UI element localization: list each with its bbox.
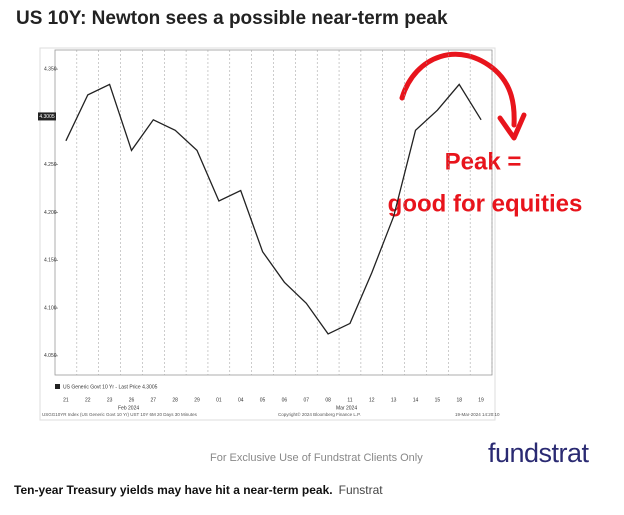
caption-source: Funstrat — [338, 483, 383, 497]
annotation: good for equities — [388, 190, 583, 217]
x-tick-label: 23 — [107, 397, 113, 403]
notice: For Exclusive Use of Fundstrat Clients O… — [210, 452, 423, 464]
chart-frame — [39, 47, 496, 421]
chart-title: US 10Y: Newton sees a possible near-term… — [16, 8, 448, 29]
x-tick-label: 11 — [347, 397, 352, 403]
y-tick-label: 4.150 — [44, 258, 57, 264]
y-tick-label: 4.050 — [44, 353, 57, 359]
month-label: Feb 2024 — [118, 405, 139, 411]
y-tick-label: 4.250 — [44, 162, 57, 168]
x-tick-label: 27 — [151, 397, 157, 403]
x-tick-label: 19 — [478, 397, 484, 403]
caption: Ten-year Treasury yields may have hit a … — [14, 483, 383, 497]
x-tick-label: 18 — [456, 397, 462, 403]
last-price-box — [38, 112, 56, 121]
x-tick-label: 08 — [325, 397, 331, 403]
legend-label: US Generic Govt 10 Yr - Last Price 4.300… — [63, 384, 158, 390]
x-tick-label: 22 — [85, 397, 91, 403]
arrow-head — [497, 112, 527, 141]
footer-note: Copyright© 2024 Bloomberg Finance L.P. — [278, 411, 361, 417]
price-line — [65, 83, 482, 335]
x-tick-label: 29 — [194, 397, 200, 403]
peak-arc — [399, 51, 517, 128]
y-tick-label: 4.200 — [44, 210, 57, 216]
last-price-label: 4.3005 — [39, 114, 55, 120]
chart: Peak = good for equities US Generic Govt… — [38, 47, 583, 421]
month-label: Mar 2024 — [336, 405, 357, 411]
x-tick-label: 04 — [238, 397, 244, 403]
y-tick-label: 4.350 — [44, 66, 57, 72]
caption-text: Ten-year Treasury yields may have hit a … — [14, 483, 333, 497]
logo: fundstrat — [488, 438, 589, 468]
y-tick-label: 4.100 — [44, 305, 57, 311]
x-tick-label: 05 — [260, 397, 266, 403]
x-tick-label: 01 — [216, 397, 222, 403]
footer-note: 19-Mar-2024 14:20:10 — [455, 412, 500, 417]
x-tick-label: 13 — [391, 397, 397, 403]
x-tick-label: 07 — [303, 397, 309, 403]
legend-swatch — [55, 384, 60, 389]
annotation: Peak = — [445, 148, 522, 175]
x-tick-label: 15 — [435, 397, 441, 403]
x-tick-label: 12 — [369, 397, 375, 403]
x-tick-label: 06 — [282, 397, 288, 403]
x-tick-label: 21 — [63, 397, 69, 403]
footer-note: USGG10YR Index (US Generic Govt 10 Yr) U… — [42, 412, 198, 417]
x-tick-label: 14 — [413, 397, 419, 403]
x-tick-label: 26 — [129, 397, 135, 403]
x-tick-label: 28 — [172, 397, 178, 403]
